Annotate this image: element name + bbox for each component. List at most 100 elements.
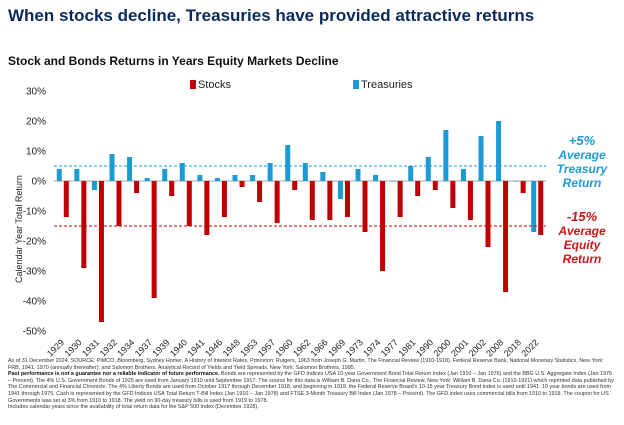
treasuries-bar-1962 <box>302 163 308 181</box>
x-tick-label: 1981 <box>396 337 417 358</box>
equity-average-annotation: -15% Average Equity Return <box>548 209 616 267</box>
footnotes: As of 31 December 2024. SOURCE: PIMCO, B… <box>8 358 616 411</box>
footnote-years-note: Includes calendar years since the availa… <box>8 404 259 411</box>
treasuries-bar-1960 <box>285 145 291 181</box>
treasuries-bar-1981 <box>408 166 414 181</box>
x-tick-label: 1974 <box>361 337 382 358</box>
equity-average-line3: Return <box>562 252 602 266</box>
stocks-bar-1957 <box>274 181 280 223</box>
treasuries-bar-1973 <box>355 169 361 181</box>
equity-average-line1: Average <box>558 224 606 238</box>
legend-treasuries: Treasuries <box>353 79 413 91</box>
chart-title: Stock and Bonds Returns in Years Equity … <box>8 54 339 68</box>
treasuries-bar-1974 <box>373 175 379 181</box>
x-tick-label: 1960 <box>273 337 294 358</box>
stocks-bar-1946 <box>221 181 227 217</box>
footnote-source: As of 31 December 2024. SOURCE: PIMCO, B… <box>8 358 604 371</box>
x-tick-label: 2002 <box>467 337 488 358</box>
x-tick-label: 1929 <box>45 337 66 358</box>
x-tick-label: 1930 <box>63 337 84 358</box>
stocks-bar-1934 <box>134 181 140 193</box>
stocks-bar-1940 <box>186 181 192 226</box>
legend-treasuries-label: Treasuries <box>361 79 413 91</box>
y-tick-label: 20% <box>26 117 46 128</box>
x-tick-label: 1934 <box>115 337 136 358</box>
stocks-bar-1981 <box>415 181 421 196</box>
y-tick-label: 10% <box>26 147 46 158</box>
stocks-bar-1931 <box>98 181 104 322</box>
x-tick-label: 1966 <box>309 337 330 358</box>
x-tick-label: 1948 <box>221 337 242 358</box>
treasury-average-line2: Treasury <box>556 162 608 176</box>
x-tick-label: 2008 <box>484 337 505 358</box>
x-tick-label: 1940 <box>168 337 189 358</box>
stocks-bar-1932 <box>116 181 122 226</box>
treasury-average-line1: Average <box>558 148 606 162</box>
x-tick-label: 1946 <box>203 337 224 358</box>
stocks-bar-1990 <box>432 181 438 190</box>
y-tick-label: -10% <box>23 207 46 218</box>
equity-average-value: -15% <box>566 209 598 224</box>
footnote-disclaimer-bold: Past performance is not a guarantee nor … <box>8 371 220 378</box>
stocks-bar-1974 <box>380 181 386 271</box>
treasuries-bar-2008 <box>496 121 502 181</box>
x-tick-label: 1990 <box>414 337 435 358</box>
treasuries-bar-2022 <box>531 181 537 232</box>
treasuries-bar-1929 <box>56 169 62 181</box>
treasuries-bar-2000 <box>443 130 449 181</box>
x-tick-label: 2000 <box>432 337 453 358</box>
legend-stocks: Stocks <box>190 79 231 91</box>
stocks-bar-1969 <box>344 181 350 217</box>
legend-stocks-label: Stocks <box>198 79 232 91</box>
x-tick-label: 1973 <box>344 337 365 358</box>
y-tick-label: 0% <box>32 177 47 188</box>
x-tick-label: 1962 <box>291 337 312 358</box>
y-tick-label: -20% <box>23 237 46 248</box>
stocks-bar-1973 <box>362 181 368 232</box>
treasuries-bar-1948 <box>232 175 238 181</box>
footnote-disclaimer: Bonds are represented by the GFD Indices… <box>8 371 614 404</box>
equity-average-line2: Equity <box>563 238 601 252</box>
x-tick-label: 1932 <box>98 337 119 358</box>
y-tick-label: -30% <box>23 267 46 278</box>
treasury-average-line3: Return <box>562 176 602 190</box>
treasuries-bar-1937 <box>144 178 150 181</box>
x-tick-label: 1931 <box>80 337 101 358</box>
stocks-bar-1960 <box>292 181 298 190</box>
treasuries-bar-2018 <box>513 181 519 182</box>
treasuries-bar-1957 <box>267 163 273 181</box>
stocks-bar-2001 <box>467 181 473 220</box>
stocks-bar-1966 <box>327 181 333 220</box>
treasuries-bar-1940 <box>179 163 185 181</box>
treasuries-bar-1946 <box>214 178 220 181</box>
stocks-bar-1977 <box>397 181 403 217</box>
treasuries-bar-1931 <box>91 181 97 190</box>
stocks-bar-1930 <box>81 181 87 268</box>
stocks-bar-1937 <box>151 181 157 298</box>
treasuries-bar-2001 <box>460 169 466 181</box>
y-tick-label: -40% <box>23 297 46 308</box>
treasuries-bar-1941 <box>197 175 203 181</box>
treasuries-bar-1930 <box>74 169 80 181</box>
stocks-bar-1929 <box>63 181 69 217</box>
treasuries-bar-1932 <box>109 154 115 181</box>
treasury-average-annotation: +5% Average Treasury Return <box>548 134 616 191</box>
stocks-bar-2022 <box>538 181 544 235</box>
treasuries-bar-2002 <box>478 136 484 181</box>
treasuries-bar-1953 <box>250 175 256 181</box>
page-title: When stocks decline, Treasuries have pro… <box>8 6 535 25</box>
treasuries-bar-1990 <box>425 157 431 181</box>
stocks-bar-2002 <box>485 181 491 247</box>
x-tick-label: 1941 <box>186 337 207 358</box>
x-tick-label: 1953 <box>238 337 259 358</box>
treasuries-bar-1977 <box>390 181 396 182</box>
x-tick-label: 1969 <box>326 337 347 358</box>
y-tick-label: 30% <box>26 87 46 98</box>
y-tick-label: -50% <box>23 327 46 338</box>
treasuries-bar-1934 <box>127 157 133 181</box>
chart-area: 30%20%10%0%-10%-20%-30%-40%-50%192919301… <box>23 87 546 359</box>
stocks-bar-1962 <box>309 181 315 220</box>
x-tick-label: 1937 <box>133 337 154 358</box>
x-tick-label: 1977 <box>379 337 400 358</box>
treasuries-bar-1969 <box>337 181 343 199</box>
